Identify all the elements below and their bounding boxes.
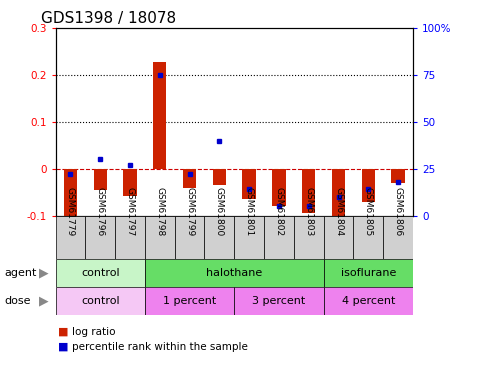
Bar	[272, 169, 285, 206]
Text: GSM61805: GSM61805	[364, 187, 373, 236]
Bar	[183, 169, 196, 188]
Text: GSM61798: GSM61798	[156, 187, 164, 236]
Text: percentile rank within the sample: percentile rank within the sample	[72, 342, 248, 352]
Text: ▶: ▶	[39, 294, 48, 307]
Text: dose: dose	[5, 296, 31, 306]
Bar	[362, 169, 375, 202]
Bar	[354, 216, 383, 259]
Text: ■: ■	[58, 342, 69, 352]
Bar	[302, 169, 315, 213]
Bar	[175, 216, 204, 259]
Text: control: control	[81, 296, 119, 306]
Bar	[332, 169, 345, 223]
Bar	[85, 216, 115, 259]
Text: control: control	[81, 268, 119, 278]
Bar	[56, 259, 145, 287]
Text: 1 percent: 1 percent	[163, 296, 216, 306]
Bar	[383, 216, 413, 259]
Bar	[145, 216, 175, 259]
Bar	[324, 259, 413, 287]
Text: GSM61799: GSM61799	[185, 187, 194, 236]
Text: GSM61797: GSM61797	[126, 187, 134, 236]
Bar	[123, 169, 137, 196]
Text: GDS1398 / 18078: GDS1398 / 18078	[41, 11, 176, 26]
Text: log ratio: log ratio	[72, 327, 116, 337]
Bar	[213, 169, 226, 185]
Bar	[234, 216, 264, 259]
Bar	[391, 169, 405, 183]
Bar	[242, 169, 256, 199]
Bar	[56, 216, 85, 259]
Bar	[145, 259, 324, 287]
Text: ■: ■	[58, 327, 69, 337]
Text: GSM61806: GSM61806	[394, 187, 402, 236]
Bar	[94, 169, 107, 190]
Text: GSM61803: GSM61803	[304, 187, 313, 236]
Bar	[264, 216, 294, 259]
Bar	[294, 216, 324, 259]
Bar	[324, 216, 354, 259]
Bar	[153, 62, 167, 169]
Bar	[56, 287, 145, 315]
Text: GSM61802: GSM61802	[274, 187, 284, 236]
Bar	[324, 287, 413, 315]
Text: GSM61796: GSM61796	[96, 187, 105, 236]
Text: 4 percent: 4 percent	[341, 296, 395, 306]
Text: ▶: ▶	[39, 266, 48, 279]
Bar	[115, 216, 145, 259]
Text: halothane: halothane	[206, 268, 262, 278]
Bar	[145, 287, 234, 315]
Bar	[64, 169, 77, 218]
Text: isoflurane: isoflurane	[341, 268, 396, 278]
Bar	[204, 216, 234, 259]
Text: agent: agent	[5, 268, 37, 278]
Text: GSM61804: GSM61804	[334, 187, 343, 236]
Text: 3 percent: 3 percent	[252, 296, 306, 306]
Text: GSM61779: GSM61779	[66, 187, 75, 236]
Text: GSM61801: GSM61801	[245, 187, 254, 236]
Bar	[234, 287, 324, 315]
Text: GSM61800: GSM61800	[215, 187, 224, 236]
